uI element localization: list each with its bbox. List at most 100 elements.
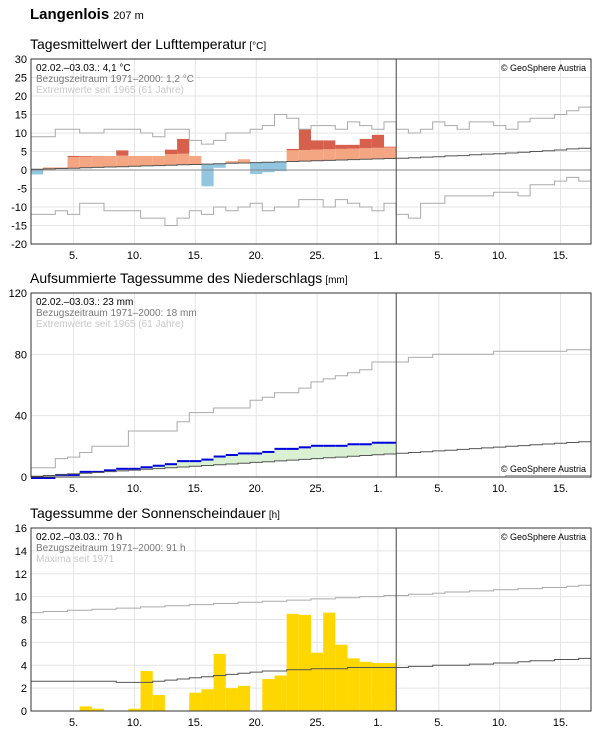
info-line: Bezugszeitraum 1971–2000: 1,2 °C: [36, 74, 194, 85]
sun-bar: [274, 675, 287, 711]
info-line: Bezugszeitraum 1971–2000: 18 mm: [36, 308, 197, 319]
sun-bar: [286, 613, 299, 711]
x-tick-label: 25.: [309, 250, 324, 262]
x-tick-label: 5.: [69, 483, 78, 495]
x-tick-label: 20.: [249, 717, 264, 729]
prec-sum-mark: [225, 454, 238, 456]
temp-bar-warm-strong: [335, 144, 348, 149]
info-line: 02.02.–03.03.: 70 h: [36, 532, 122, 543]
prec-diff-area: [359, 443, 372, 456]
prec-sum-mark: [140, 466, 153, 469]
min-extreme-line: [31, 176, 591, 226]
normal-line: [31, 441, 591, 477]
info-line: Extremwerte seit 1965 (61 Jahre): [36, 85, 184, 96]
temp-bar-warm-strong: [164, 149, 178, 155]
temp-bar-base: [371, 158, 385, 170]
x-tick-label: 15.: [188, 717, 203, 729]
temp-bar-warm: [104, 155, 117, 168]
sun-bar: [347, 658, 360, 711]
prec-diff-area: [237, 452, 251, 464]
y-tick-label: 20: [15, 91, 27, 103]
prec-diff-area: [177, 460, 190, 468]
y-tick-label: 25: [15, 73, 27, 85]
temperature-title-text: Tagesmittelwert der Lufttemperatur: [30, 36, 247, 52]
temp-bar-base: [189, 164, 202, 170]
temp-bar-cold: [31, 169, 44, 175]
temp-bar-warm: [298, 150, 311, 162]
station-altitude: 207 m: [113, 10, 144, 22]
sun-bar: [323, 612, 336, 711]
x-tick-label: 1.: [373, 717, 382, 729]
info-line: 02.02.–03.03.: 4,1 °C: [36, 63, 131, 74]
prec-diff-area: [286, 447, 299, 461]
sunshine-chart: 0 2 4 6 8 10 12 14 16 5. 10. 15. 20. 25. 1. 5. 10. 15. 02.…: [15, 523, 592, 729]
y-tick-label: 40: [15, 411, 27, 423]
station-header: Langenlois 207 m: [30, 6, 144, 23]
x-tick-label: 1.: [373, 483, 382, 495]
temp-bar-cold: [213, 163, 226, 168]
prec-sum-mark: [31, 477, 44, 479]
temp-bar-warm: [177, 153, 190, 165]
sun-bar: [359, 661, 372, 711]
info-line: Extremwerte seit 1965 (61 Jahre): [36, 319, 184, 330]
x-tick-label: 10.: [127, 483, 142, 495]
x-tick-label: 25.: [309, 717, 324, 729]
x-tick-label: 20.: [249, 483, 264, 495]
prec-diff-area: [311, 444, 324, 459]
temp-bar-warm-strong: [79, 155, 92, 157]
prec-sum-mark: [286, 447, 299, 450]
temp-bar-warm: [311, 149, 324, 161]
x-tick-label: 5.: [434, 483, 443, 495]
temp-bar-base: [164, 165, 178, 170]
y-tick-label: -10: [11, 202, 27, 214]
normal-line: [31, 147, 591, 170]
plot-frame: [30, 527, 592, 712]
temp-bar-warm: [323, 149, 336, 161]
prec-diff-area: [164, 463, 178, 468]
prec-sum-mark: [311, 444, 324, 447]
station-name: Langenlois: [30, 6, 110, 23]
temp-bar-base: [91, 167, 105, 170]
max-line: [31, 584, 591, 614]
prec-diff-area: [274, 447, 287, 461]
copyright-text: © GeoSphere Austria: [501, 532, 586, 542]
temp-bar-warm-strong: [323, 140, 336, 150]
info-line: 02.02.–03.03.: 23 mm: [36, 297, 133, 308]
temp-bar-warm: [189, 155, 202, 165]
temp-bar-warm-strong: [347, 144, 360, 149]
temp-bar-warm-strong: [371, 134, 385, 148]
y-tick-label: 0: [21, 706, 27, 718]
sun-bar: [371, 662, 385, 711]
prec-diff-area: [384, 441, 397, 454]
temp-bar-warm-strong: [359, 138, 372, 149]
y-tick-label: 15: [15, 110, 27, 122]
temp-bar-base: [55, 168, 68, 170]
plot-frame: [30, 58, 592, 245]
temperature-chart: -20 -15 -10 -5 0 5 10 15 20 25 30 5. 10. 15. 20. 25. 1. 5…: [11, 54, 592, 262]
prec-sum-mark: [104, 469, 117, 472]
y-tick-label: 14: [15, 546, 27, 558]
x-tick-label: 25.: [309, 483, 324, 495]
temp-bar-warm: [91, 156, 105, 168]
temp-bar-warm-strong: [177, 138, 190, 154]
sun-bar: [79, 706, 92, 711]
temp-bar-base: [335, 160, 348, 170]
prec-diff-area: [335, 444, 348, 458]
sun-bar: [152, 694, 165, 711]
temp-bar-warm: [225, 161, 238, 164]
temp-bar-warm: [286, 150, 299, 162]
x-tick-label: 10.: [492, 717, 507, 729]
x-tick-label: 20.: [249, 250, 264, 262]
x-tick-label: 5.: [434, 717, 443, 729]
y-tick-label: -15: [11, 221, 27, 233]
sun-bar: [128, 708, 141, 711]
temp-bar-warm: [55, 167, 68, 169]
copyright-text: © GeoSphere Austria: [501, 464, 586, 474]
sun-bar: [189, 692, 202, 711]
prec-sum-mark: [152, 464, 165, 467]
precipitation-chart-title: Aufsummierte Tagessumme des Niederschlag…: [30, 270, 348, 286]
normal-line: [31, 657, 591, 683]
y-tick-label: 16: [15, 523, 27, 535]
temp-bar-cold: [250, 162, 263, 175]
sun-bar: [237, 685, 251, 711]
